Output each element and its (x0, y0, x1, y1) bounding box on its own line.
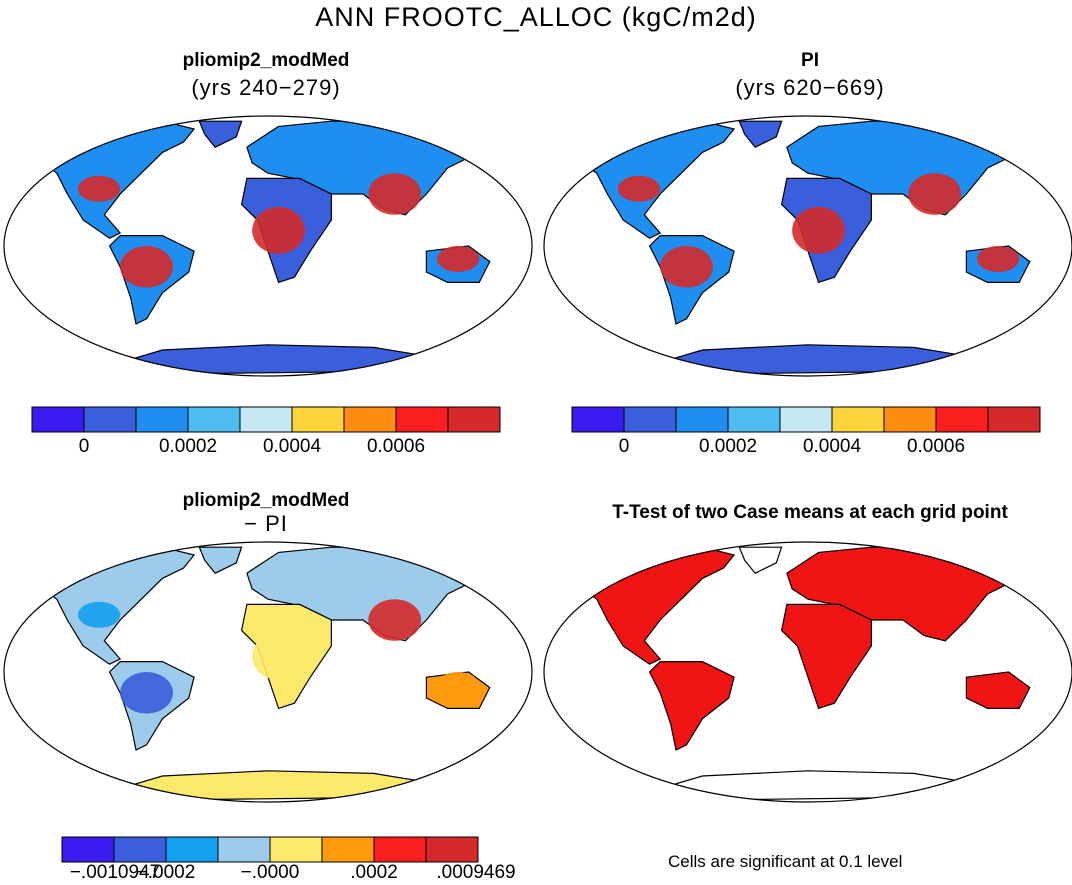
colorbar-swatch (343, 406, 397, 433)
continent-greenland (738, 546, 783, 574)
colorbar-swatch (83, 406, 137, 433)
panel-2-title: PI (801, 50, 819, 71)
value-region (77, 601, 121, 628)
continent-greenland (738, 120, 783, 148)
map-panel-1 (3, 115, 533, 377)
colorbar-swatch (165, 836, 219, 863)
continent-antarctica (649, 344, 979, 375)
cbar2-tick-label: 0.0002 (698, 436, 758, 457)
colorbar-swatch (217, 836, 271, 863)
value-region (368, 173, 422, 215)
cbar1-tick-label: 0.0004 (262, 436, 322, 457)
colorbar-swatch (269, 836, 323, 863)
colorbar-swatch (883, 406, 937, 433)
cbar3-tick-label: −.0000 (240, 862, 300, 883)
colorbar-swatch (571, 406, 625, 433)
colorbar-swatch (395, 406, 449, 433)
colorbar-swatch (447, 406, 501, 433)
continent-antarctica (649, 770, 979, 801)
colorbar-swatch (623, 406, 677, 433)
colorbar-swatch (291, 406, 345, 433)
panel-3-subtitle: − PI (244, 511, 288, 536)
cbar2-tick-label: 0.0004 (802, 436, 862, 457)
value-region (120, 245, 173, 288)
map-border (3, 115, 533, 377)
continent-antarctica (109, 344, 439, 375)
panel-1-subtitle: (yrs 240−279) (191, 75, 341, 100)
colorbar-swatch (675, 406, 729, 433)
cbar3-tick-label: .0002 (350, 862, 398, 883)
colorbar-swatch (373, 836, 427, 863)
colorbar-panel-3 (61, 836, 479, 863)
map-border (543, 541, 1072, 803)
colorbar-swatch (831, 406, 885, 433)
value-region (252, 633, 305, 680)
panel-2-subtitle: (yrs 620−669) (735, 75, 885, 100)
colorbar-swatch (727, 406, 781, 433)
map-border (543, 115, 1072, 377)
colorbar-swatch (779, 406, 833, 433)
panel-1-title: pliomip2_modMed (182, 50, 350, 71)
colorbar-swatch (113, 836, 167, 863)
value-region (617, 175, 661, 202)
cbar2-tick-label: 0.0006 (906, 436, 966, 457)
cbar1-tick-label: 0.0002 (158, 436, 218, 457)
cbar1-tick-label: 0.0006 (366, 436, 426, 457)
colorbar-swatch (935, 406, 989, 433)
continent-antarctica (109, 770, 439, 801)
colorbar-swatch (321, 836, 375, 863)
colorbar-swatch (61, 836, 115, 863)
panel-4-title: T-Test of two Case means at each grid po… (612, 502, 1008, 523)
continent-australia (965, 671, 1031, 710)
value-region (660, 245, 713, 288)
value-region (976, 246, 1020, 272)
value-region (77, 175, 121, 202)
continent-greenland (198, 120, 243, 148)
panel-3-title: pliomip2_modMed (182, 490, 350, 511)
cbar3-tick-label: .0009469 (436, 862, 516, 883)
figure-title: ANN FROOTC_ALLOC (kgC/m2d) (315, 2, 757, 32)
value-region (120, 672, 173, 714)
map-border (3, 541, 533, 803)
continent-greenland (198, 546, 243, 574)
value-region (252, 207, 305, 254)
colorbar-swatch (31, 406, 85, 433)
colorbar-swatch (425, 836, 479, 863)
colorbar-swatch (135, 406, 189, 433)
continent-southamerica (648, 660, 735, 751)
cbar3-tick-label: −.0010947 (69, 862, 161, 883)
continent-africa (780, 603, 872, 710)
cbar1-tick-label: 0 (78, 436, 90, 457)
value-region (436, 672, 480, 698)
colorbar-panel-2 (571, 406, 1041, 433)
value-region (908, 173, 962, 215)
map-panel-3 (3, 541, 533, 803)
value-region (436, 246, 480, 272)
value-region (368, 599, 422, 641)
colorbar-swatch (239, 406, 293, 433)
cbar3-tick-label: −.0002 (136, 862, 196, 883)
colorbar-panel-1 (31, 406, 501, 433)
value-region (792, 207, 845, 254)
cbar2-tick-label: 0 (618, 436, 630, 457)
significance-note: Cells are significant at 0.1 level (668, 852, 903, 871)
colorbar-swatch (987, 406, 1041, 433)
colorbar-swatch (187, 406, 241, 433)
